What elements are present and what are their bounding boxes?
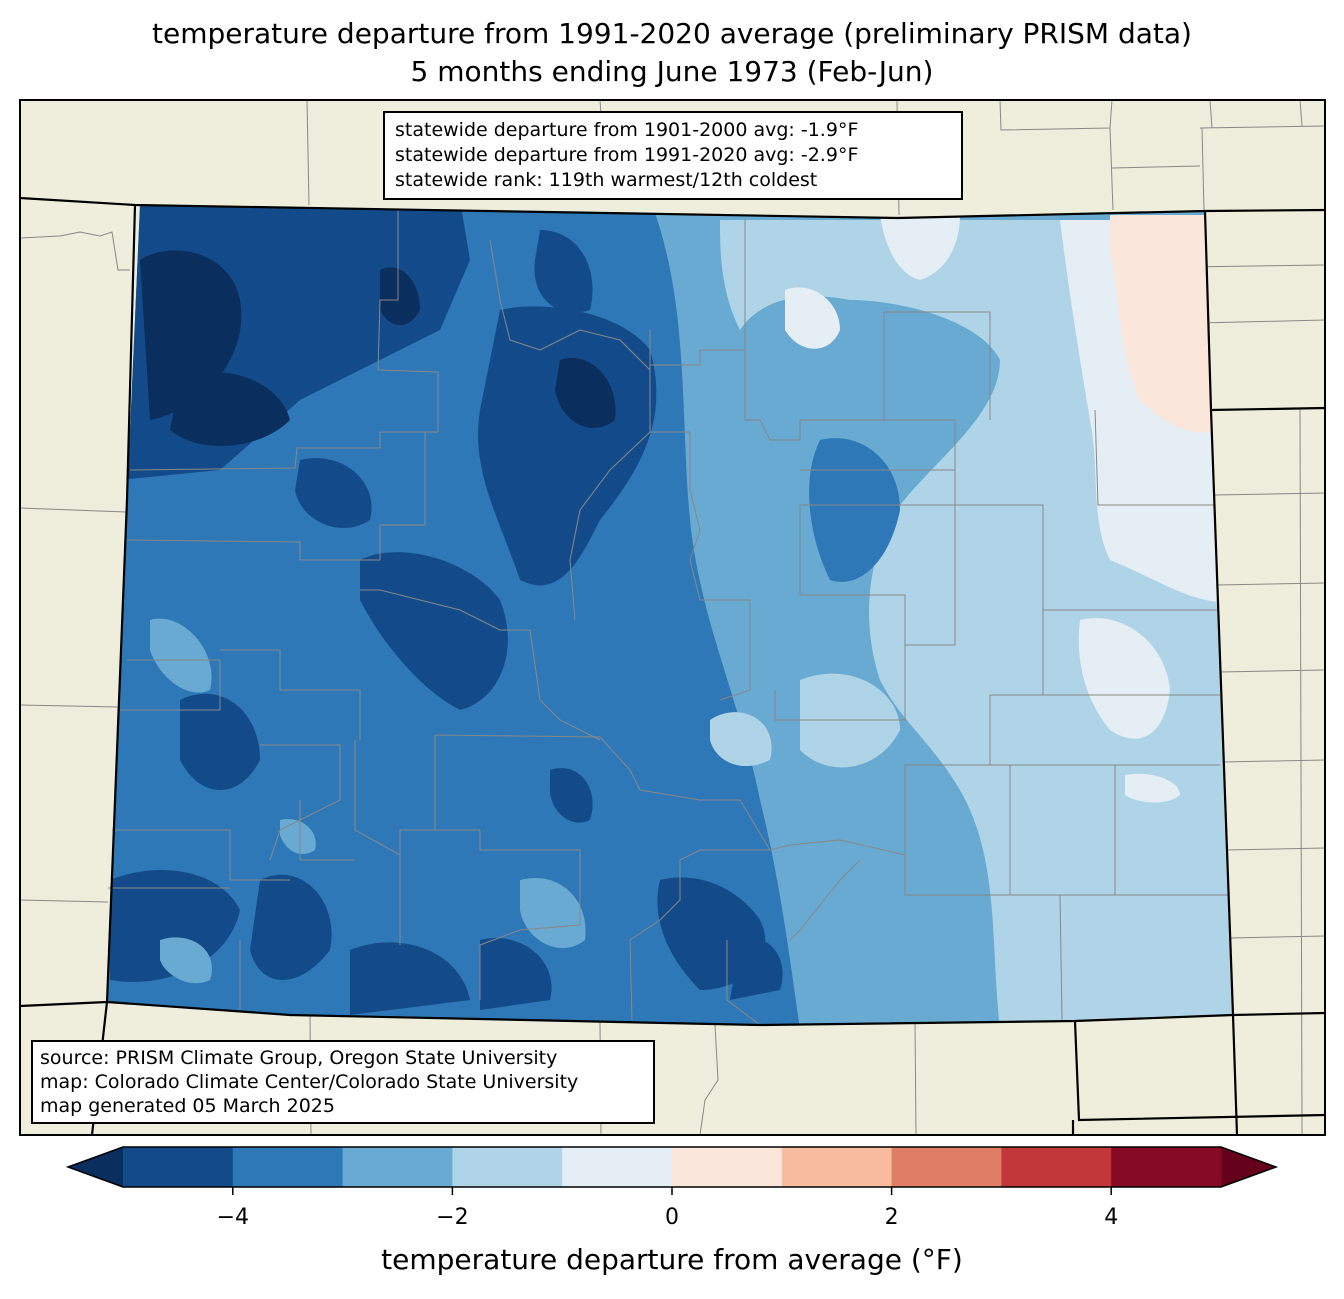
colorbar-outline (65, 1146, 1279, 1188)
county-lines (108, 210, 1228, 1026)
colorbar-segment (562, 1147, 673, 1187)
colorbar (65, 1146, 1279, 1195)
colorbar-segment (123, 1147, 234, 1187)
colorbar-tick-label: 2 (884, 1205, 899, 1230)
colorbar-segment (891, 1147, 1002, 1187)
colorbar-segment (672, 1147, 783, 1187)
generated-date-line: map generated 05 March 2025 (40, 1095, 335, 1117)
colorbar-segment (232, 1147, 344, 1187)
map-credit-line: map: Colorado Climate Center/Colorado St… (40, 1071, 579, 1093)
colorbar-over-extension (1221, 1147, 1276, 1187)
colorbar-segment (781, 1147, 893, 1187)
colorbar-segment (342, 1147, 453, 1187)
map-frame (19, 99, 1326, 1136)
colorbar-segment (1111, 1147, 1222, 1187)
colorbar-tick-label: −4 (216, 1205, 250, 1230)
colorbar-segment (452, 1147, 563, 1187)
source-credits-box: source: PRISM Climate Group, Oregon Stat… (31, 1040, 655, 1124)
map-title: temperature departure from 1991-2020 ave… (152, 17, 1192, 50)
stats-departure-1901-2000: statewide departure from 1901-2000 avg: … (395, 119, 859, 141)
temperature-field (107, 205, 1233, 1025)
colorbar-segment (1001, 1147, 1112, 1187)
stats-departure-1991-2020: statewide departure from 1991-2020 avg: … (395, 144, 859, 166)
colorbar-label: temperature departure from average (°F) (381, 1243, 963, 1276)
statewide-stats-box: statewide departure from 1901-2000 avg: … (383, 111, 963, 200)
colorbar-tick-label: 0 (665, 1205, 679, 1230)
source-line: source: PRISM Climate Group, Oregon Stat… (40, 1047, 558, 1069)
colorbar-tick-label: −2 (436, 1205, 469, 1230)
colorbar-tick-label: 4 (1104, 1205, 1119, 1230)
map-subtitle: 5 months ending June 1973 (Feb-Jun) (410, 55, 934, 88)
stats-rank: statewide rank: 119th warmest/12th colde… (395, 169, 818, 191)
colorbar-under-extension (68, 1147, 123, 1187)
